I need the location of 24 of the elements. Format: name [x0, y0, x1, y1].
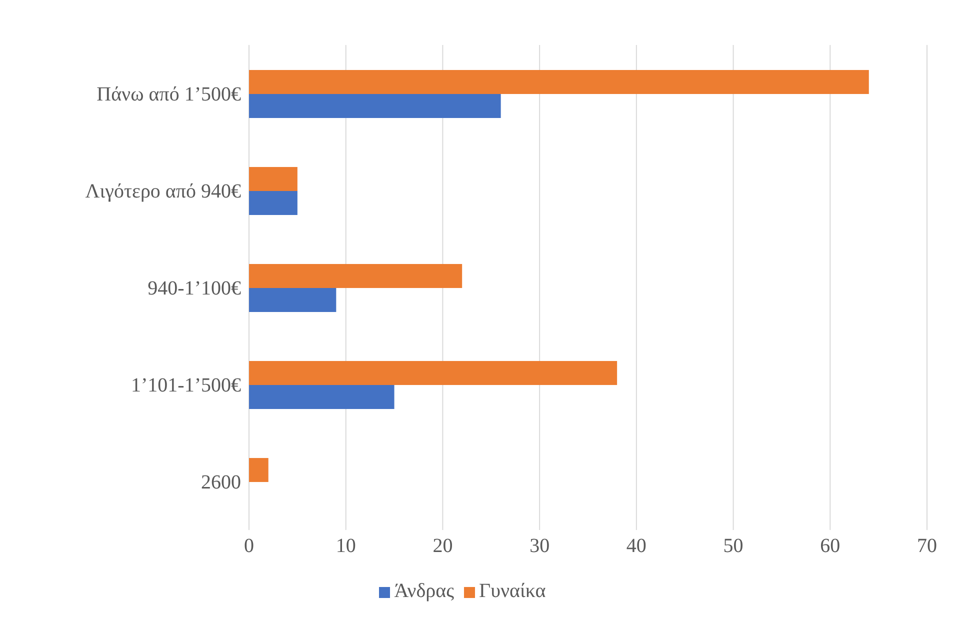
x-tick-label: 50	[723, 535, 744, 558]
x-tick-label: 0	[244, 535, 254, 558]
bar	[249, 94, 501, 118]
bar	[249, 264, 462, 288]
legend-label: Άνδρας	[394, 580, 454, 602]
bar	[249, 70, 869, 94]
y-tick-label: Πάνω από 1’500€	[96, 84, 241, 106]
y-tick-label: Λιγότερο από 940€	[85, 180, 241, 203]
y-tick-label: 940-1’100€	[148, 278, 241, 300]
legend-label: Γυναίκα	[479, 580, 546, 602]
bar	[249, 167, 298, 191]
y-tick-label: 1’101-1’500€	[131, 374, 241, 397]
y-tick-label: 2600	[201, 472, 241, 494]
bar	[249, 191, 298, 215]
bar	[249, 288, 336, 312]
bar	[249, 361, 618, 385]
x-tick-label: 70	[917, 535, 937, 558]
x-tick-label: 40	[626, 535, 646, 558]
bar	[249, 458, 268, 482]
x-tick-label: 20	[432, 535, 453, 558]
x-tick-label: 10	[336, 535, 356, 558]
bar	[249, 385, 394, 409]
x-tick-label: 60	[820, 535, 840, 558]
x-tick-label: 30	[530, 535, 550, 558]
